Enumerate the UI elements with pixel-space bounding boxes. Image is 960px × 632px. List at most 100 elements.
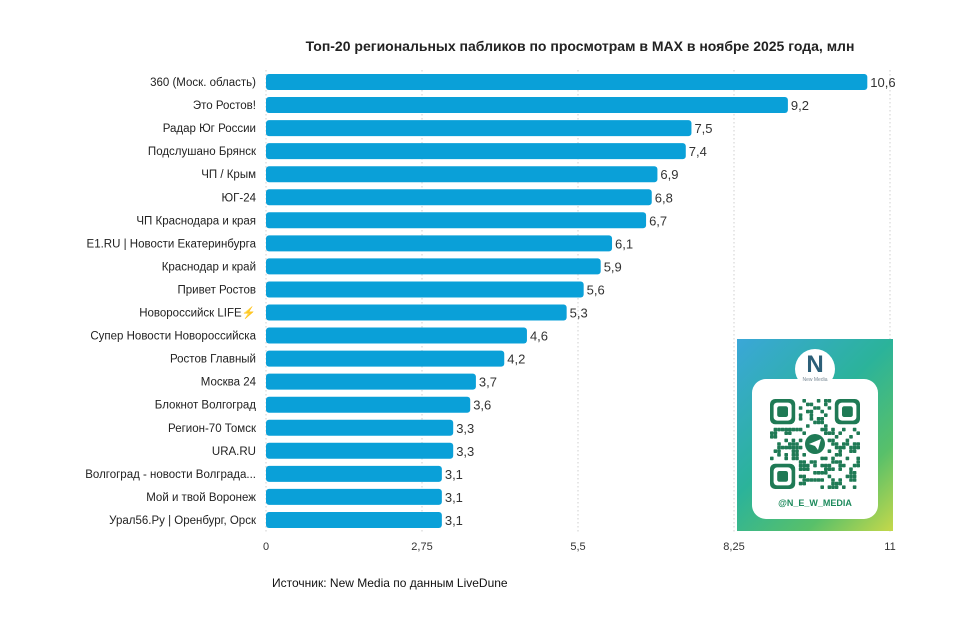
qr-module <box>770 431 774 435</box>
bar <box>266 120 692 137</box>
category-label: Урал56.Ру | Оренбург, Орск <box>109 515 257 527</box>
qr-module <box>852 442 857 446</box>
qr-module <box>849 435 853 439</box>
qr-module <box>845 438 850 443</box>
qr-module <box>834 453 839 457</box>
value-label: 10,6 <box>870 75 895 90</box>
bar <box>266 74 868 90</box>
value-label: 9,2 <box>791 98 809 113</box>
qr-module <box>838 460 842 464</box>
x-tick-label: 2,75 <box>411 541 432 553</box>
qr-module <box>788 431 792 435</box>
qr-module <box>838 478 842 482</box>
qr-module <box>852 449 857 453</box>
qr-module <box>820 427 824 432</box>
category-label: Новороссийск LIFE⚡ <box>139 306 256 320</box>
qr-module <box>798 460 803 464</box>
qr-module <box>831 438 835 443</box>
qr-module <box>802 474 806 479</box>
bar <box>266 189 652 206</box>
qr-module <box>780 427 785 432</box>
qr-module <box>791 449 796 453</box>
qr-module <box>852 427 857 432</box>
qr-module <box>795 445 799 450</box>
qr-module <box>802 399 806 403</box>
qr-module <box>798 438 803 443</box>
qr-module <box>802 463 806 468</box>
qr-module <box>770 456 774 461</box>
value-label: 3,1 <box>445 490 463 505</box>
qr-module <box>824 399 828 403</box>
qr-module <box>827 474 832 479</box>
qr-module <box>813 406 817 410</box>
qr-module <box>838 431 842 435</box>
qr-module <box>784 431 788 435</box>
qr-module <box>806 424 810 428</box>
qr-module <box>788 445 792 450</box>
category-label: Москва 24 <box>201 377 257 389</box>
qr-module <box>838 467 842 471</box>
qr-module <box>820 463 824 468</box>
qr-module <box>791 438 796 443</box>
qr-module <box>856 460 860 464</box>
bar <box>266 511 442 528</box>
qr-module <box>791 442 796 446</box>
qr-module <box>791 453 796 457</box>
category-label: ЮГ-24 <box>222 192 257 204</box>
qr-module <box>820 420 824 425</box>
qr-finder-center <box>842 406 853 417</box>
qr-module <box>824 424 828 428</box>
qr-module <box>809 413 814 417</box>
qr-module <box>798 463 803 468</box>
bar <box>266 442 454 459</box>
qr-module <box>856 431 860 435</box>
bar <box>266 465 442 482</box>
qr-module <box>791 456 796 461</box>
qr-module <box>770 435 774 439</box>
qr-module <box>842 445 846 450</box>
logo: N New Media <box>795 349 835 389</box>
qr-module <box>827 431 832 435</box>
qr-module <box>788 442 792 446</box>
qr-module <box>777 453 781 457</box>
qr-module <box>816 420 821 425</box>
qr-module <box>806 467 810 471</box>
qr-module <box>831 467 835 471</box>
qr-module <box>820 409 824 414</box>
chart-title: Топ-20 региональных пабликов по просмотр… <box>305 38 855 54</box>
bar <box>266 166 658 183</box>
qr-module <box>852 445 857 450</box>
qr-module <box>802 431 806 435</box>
qr-module <box>824 467 828 471</box>
qr-module <box>824 463 828 468</box>
qr-module <box>809 409 814 414</box>
qr-module <box>773 427 778 432</box>
qr-module <box>798 406 803 410</box>
qr-module <box>834 485 839 489</box>
qr-module <box>798 445 803 450</box>
qr-module <box>809 460 814 464</box>
qr-module <box>809 402 814 407</box>
qr-module <box>838 453 842 457</box>
qr-module <box>813 463 817 468</box>
qr-module <box>842 442 846 446</box>
category-label: Привет Ростов <box>178 284 257 296</box>
qr-module <box>852 474 857 479</box>
qr-module <box>777 427 781 432</box>
qr-module <box>820 478 824 482</box>
qr-module <box>842 463 846 468</box>
logo-text: New Media <box>802 377 828 383</box>
qr-module <box>784 445 788 450</box>
qr-module <box>795 442 799 446</box>
qr-module <box>795 427 799 432</box>
category-label: Подслушано Брянск <box>148 146 257 158</box>
qr-module <box>824 427 828 432</box>
qr-module <box>802 453 806 457</box>
qr-module <box>798 427 803 432</box>
qr-module <box>852 485 857 489</box>
qr-module <box>813 471 817 475</box>
qr-module <box>773 449 778 453</box>
qr-module <box>784 438 788 443</box>
qr-module <box>831 460 835 464</box>
